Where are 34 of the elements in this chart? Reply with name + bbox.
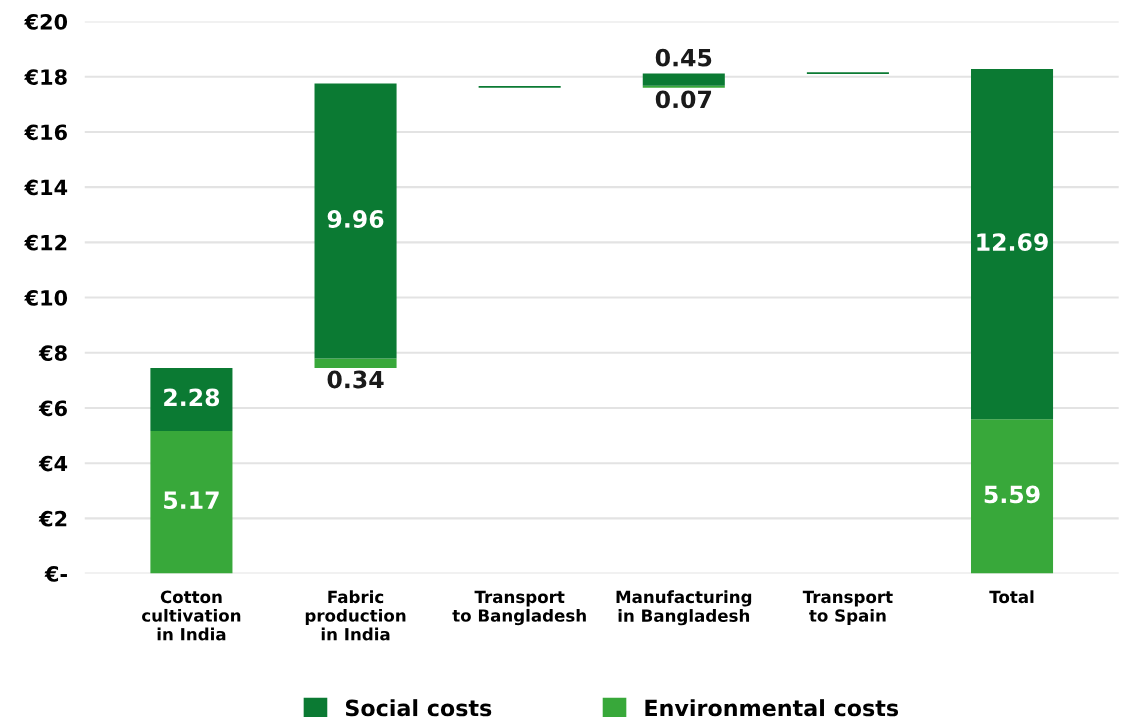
legend-label: Environmental costs xyxy=(645,699,899,717)
x-tick-label: Manufacturing in Bangladesh xyxy=(616,590,752,626)
bar xyxy=(314,83,397,359)
legend-label: Social costs xyxy=(345,699,492,717)
x-tick-label: Fabric production in India xyxy=(305,590,406,641)
y-tick-label: €4 xyxy=(38,455,68,472)
data-label: 5.59 xyxy=(984,485,1040,504)
data-label: 5.17 xyxy=(164,491,219,510)
y-tick-label: €14 xyxy=(24,179,68,196)
bar xyxy=(150,367,233,431)
data-label: 12.69 xyxy=(977,233,1048,251)
x-tick-label: Transport to Spain xyxy=(802,590,893,626)
x-tick-label: Total xyxy=(989,590,1034,604)
y-tick-label: €18 xyxy=(24,69,67,85)
x-tick-label: Cotton cultivation in India xyxy=(142,590,241,641)
data-label: 0.07 xyxy=(655,90,712,109)
bar xyxy=(642,73,725,86)
bar xyxy=(314,358,397,368)
bar xyxy=(150,430,233,574)
y-tick-label: €8 xyxy=(38,345,67,361)
bar xyxy=(970,419,1054,574)
y-tick-label: €- xyxy=(44,566,67,582)
y-tick-label: €6 xyxy=(38,400,67,417)
x-tick-label: Transport to Bangladesh xyxy=(452,590,586,626)
y-tick-label: €2 xyxy=(38,510,67,527)
y-tick-label: €20 xyxy=(24,13,68,30)
y-tick-label: €10 xyxy=(24,290,68,306)
data-label: 0.45 xyxy=(655,48,712,67)
y-tick-label: €12 xyxy=(24,234,67,251)
data-label: 2.28 xyxy=(164,388,220,407)
y-tick-label: €16 xyxy=(24,124,67,141)
bar xyxy=(970,68,1054,420)
data-label: 9.96 xyxy=(327,210,384,228)
data-label: 0.34 xyxy=(327,370,384,389)
